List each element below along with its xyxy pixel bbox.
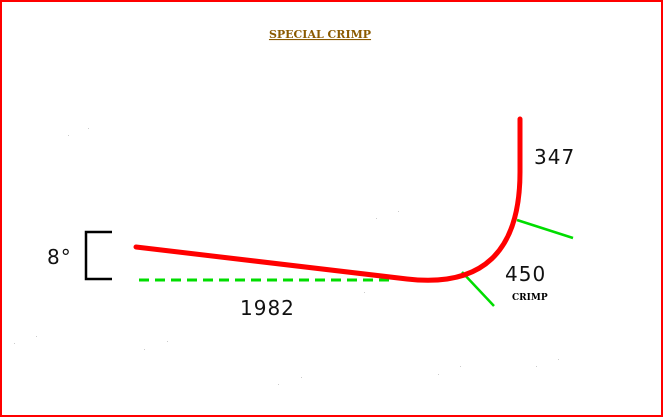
tangent-marker-upper bbox=[516, 218, 574, 240]
crimp-radius-label: 450 bbox=[505, 262, 546, 286]
crimp-profile-line bbox=[133, 116, 523, 283]
background-specks bbox=[14, 128, 559, 385]
vertical-length-label: 347 bbox=[534, 145, 575, 169]
crimp-label: CRIMP bbox=[512, 293, 548, 303]
base-length-label: 1982 bbox=[240, 296, 295, 320]
diagram-title: SPECIAL CRIMP bbox=[269, 28, 371, 41]
angle-bracket bbox=[84, 230, 112, 281]
tangent-marker-lower bbox=[461, 271, 495, 307]
angle-label: 8° bbox=[47, 245, 72, 269]
